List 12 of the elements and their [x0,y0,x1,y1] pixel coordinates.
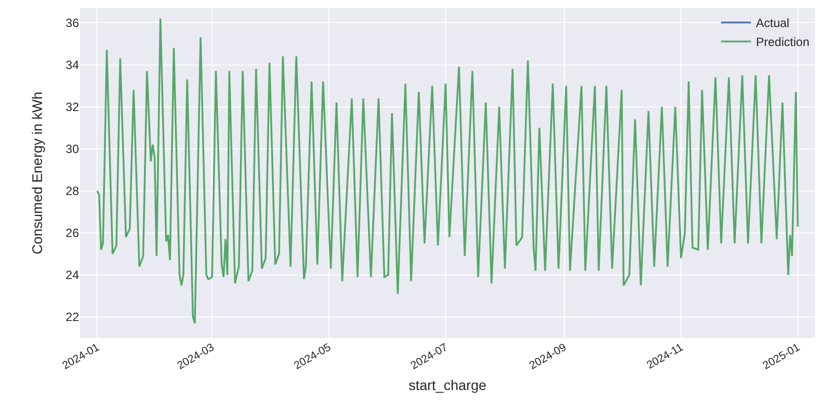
legend-label: Prediction [756,35,810,50]
legend-label: Actual [756,16,790,30]
y-tick-label: 30 [66,142,80,156]
x-axis-title: start_charge [408,377,487,393]
y-tick-label: 26 [66,226,80,240]
y-tick-label: 24 [66,268,80,282]
y-tick-label: 32 [66,100,80,114]
y-tick-label: 22 [66,310,80,324]
y-axis-title: Consumed Energy in kWh [29,92,45,254]
y-tick-label: 28 [66,184,80,198]
y-tick-label: 36 [66,16,80,30]
y-tick-label: 34 [66,58,80,72]
